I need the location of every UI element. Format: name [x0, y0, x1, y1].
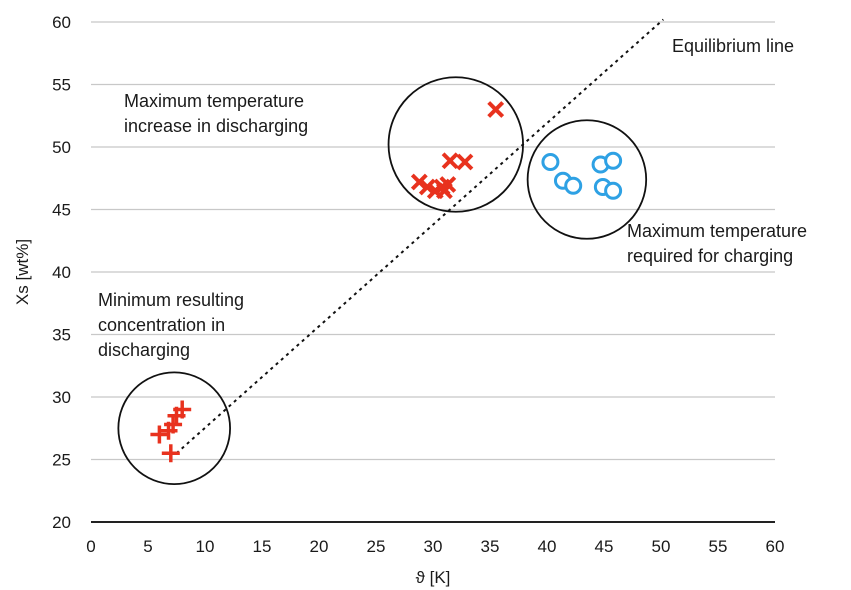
plus-marker	[173, 400, 192, 419]
annotation-max-temp-discharging: Maximum temperature increase in discharg…	[124, 91, 309, 136]
x-axis-title: ϑ [K]	[416, 568, 451, 587]
x-tick-label: 15	[253, 537, 272, 556]
y-tick-label: 40	[52, 263, 71, 282]
x-tick-label: 40	[538, 537, 557, 556]
annotation-max-temp-charging: Maximum temperature required for chargin…	[627, 221, 812, 266]
highlight-circles	[117, 76, 648, 486]
x-marker	[441, 152, 459, 170]
x-marker-stroke	[441, 152, 459, 170]
x-marker	[487, 101, 505, 118]
x-tick-label: 50	[652, 537, 671, 556]
circle-marker	[541, 153, 560, 171]
x-marker	[410, 173, 428, 191]
plus-marker	[161, 444, 180, 463]
y-tick-label: 30	[52, 388, 71, 407]
x-tick-label: 0	[86, 537, 95, 556]
x-tick-label: 25	[367, 537, 386, 556]
annotation-line: concentration in	[98, 315, 225, 335]
annotation-line: increase in discharging	[124, 116, 308, 136]
x-marker-stroke	[456, 153, 474, 171]
circle-marker	[564, 176, 583, 195]
y-tick-label: 35	[52, 326, 71, 345]
x-tick-label: 60	[766, 537, 785, 556]
y-tick-label: 50	[52, 138, 71, 157]
annotation-line: discharging	[98, 340, 190, 360]
x-marker	[439, 176, 457, 193]
circle-marker	[604, 151, 623, 170]
x-tick-label: 45	[595, 537, 614, 556]
y-tick-label: 45	[52, 201, 71, 220]
x-marker	[456, 153, 474, 171]
highlight-circle	[526, 119, 648, 240]
y-tick-label: 25	[52, 451, 71, 470]
x-tick-label: 55	[709, 537, 728, 556]
data-points	[150, 101, 623, 463]
annotations: Equilibrium line Maximum temperature inc…	[98, 36, 812, 360]
highlight-circle	[387, 76, 524, 213]
y-tick-label: 20	[52, 513, 71, 532]
grid-lines	[91, 21, 775, 461]
circle-marker	[604, 181, 623, 200]
y-axis-title: Xs [wt%]	[13, 239, 32, 305]
annotation-min-concentration: Minimum resulting concentration in disch…	[98, 290, 249, 360]
tick-labels: 0 5 10 15 20 25 30 35 40 45 50 55 60 20 25 30 35 40 45 50 55…	[52, 13, 784, 556]
y-tick-label: 60	[52, 13, 71, 32]
x-tick-label: 30	[424, 537, 443, 556]
plus-marker	[164, 415, 183, 434]
x-tick-label: 35	[481, 537, 500, 556]
x-marker-stroke	[487, 101, 505, 118]
annotation-line: required for charging	[627, 246, 793, 266]
x-tick-label: 5	[143, 537, 152, 556]
equilibrium-line-label: Equilibrium line	[672, 36, 794, 56]
x-tick-label: 20	[310, 537, 329, 556]
y-tick-label: 55	[52, 76, 71, 95]
plus-marker	[150, 425, 169, 444]
x-marker-stroke	[439, 176, 457, 193]
annotation-line: Maximum temperature	[627, 221, 807, 241]
x-tick-label: 10	[196, 537, 215, 556]
annotation-line: Maximum temperature	[124, 91, 304, 111]
x-marker-stroke	[410, 173, 428, 191]
highlight-circle	[117, 371, 231, 486]
annotation-line: Minimum resulting	[98, 290, 244, 310]
x-marker-stroke	[418, 178, 436, 196]
